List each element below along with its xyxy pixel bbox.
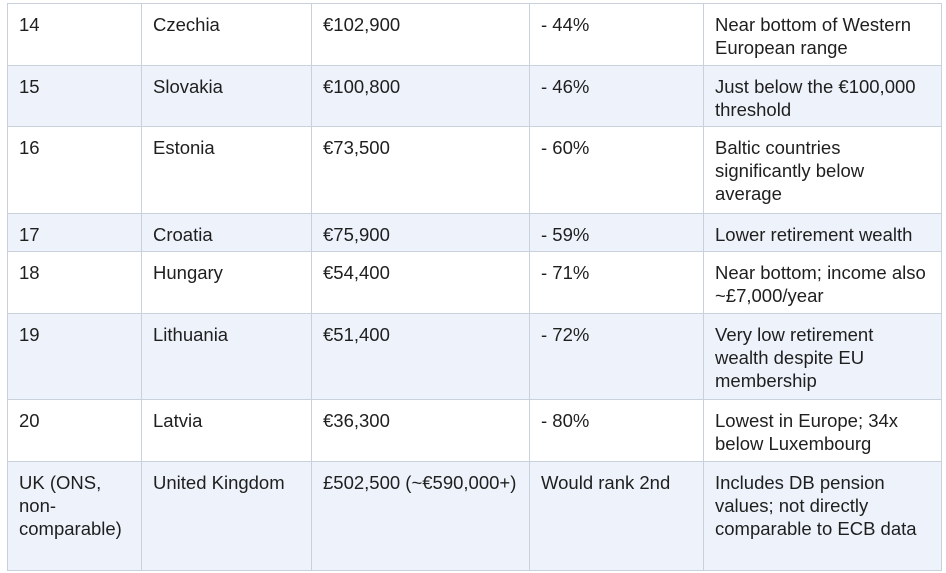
table-cell: UK (ONS, non-comparable) bbox=[7, 461, 142, 571]
table-cell: €73,500 bbox=[311, 126, 530, 214]
table-cell: Slovakia bbox=[141, 65, 312, 127]
table-cell: €102,900 bbox=[311, 3, 530, 66]
table-cell: €51,400 bbox=[311, 313, 530, 400]
table-cell: - 71% bbox=[529, 251, 704, 314]
table-cell: Lowest in Europe; 34x below Luxembourg bbox=[703, 399, 942, 462]
table-cell: Baltic countries significantly below ave… bbox=[703, 126, 942, 214]
table-cell: 20 bbox=[7, 399, 142, 462]
table-cell: - 59% bbox=[529, 213, 704, 252]
table-cell: - 72% bbox=[529, 313, 704, 400]
table-cell: €36,300 bbox=[311, 399, 530, 462]
table-cell: 14 bbox=[7, 3, 142, 66]
table-cell: 15 bbox=[7, 65, 142, 127]
table-cell: Near bottom of Western European range bbox=[703, 3, 942, 66]
table-row: 20 Latvia €36,300- 80% Lowest in Europe; 34… bbox=[7, 399, 942, 462]
table-cell: 17 bbox=[7, 213, 142, 252]
table-cell: - 44% bbox=[529, 3, 704, 66]
table-row: 14 Czechia €102,900- 44% Near bottom of Wes… bbox=[7, 3, 942, 66]
table-cell: Latvia bbox=[141, 399, 312, 462]
table-cell: 18 bbox=[7, 251, 142, 314]
data-table: 14 Czechia €102,900- 44% Near bottom of Wes… bbox=[7, 3, 942, 571]
table-cell: United Kingdom bbox=[141, 461, 312, 571]
table-cell: Would rank 2nd bbox=[529, 461, 704, 571]
table-row: 17 Croatia €75,900- 59% Lower retirement we… bbox=[7, 213, 942, 252]
table-cell: Estonia bbox=[141, 126, 312, 214]
table-cell: £502,500 (~€590,000+) bbox=[311, 461, 530, 571]
table-row: 19 Lithuania €51,400- 72% Very low retireme… bbox=[7, 313, 942, 400]
table-row: 15 Slovakia €100,800- 46% Just below the €1… bbox=[7, 65, 942, 127]
table-row: 16 Estonia €73,500- 60% Baltic countries si… bbox=[7, 126, 942, 214]
table-body: 14 Czechia €102,900- 44% Near bottom of Wes… bbox=[7, 3, 942, 571]
table-cell: Near bottom; income also ~£7,000/year bbox=[703, 251, 942, 314]
table-row: 18 Hungary €54,400- 71% Near bottom; income… bbox=[7, 251, 942, 314]
table-cell: Hungary bbox=[141, 251, 312, 314]
table-row: UK (ONS, non-comparable) United Kingdom £5… bbox=[7, 461, 942, 571]
table-cell: Includes DB pension values; not directly… bbox=[703, 461, 942, 571]
table-cell: 16 bbox=[7, 126, 142, 214]
table-cell: €54,400 bbox=[311, 251, 530, 314]
table-cell: Just below the €100,000 threshold bbox=[703, 65, 942, 127]
table-cell: - 46% bbox=[529, 65, 704, 127]
table-cell: - 60% bbox=[529, 126, 704, 214]
table-cell: 19 bbox=[7, 313, 142, 400]
table-cell: Very low retirement wealth despite EU me… bbox=[703, 313, 942, 400]
table-cell: - 80% bbox=[529, 399, 704, 462]
table-cell: €100,800 bbox=[311, 65, 530, 127]
table-cell: €75,900 bbox=[311, 213, 530, 252]
table-cell: Croatia bbox=[141, 213, 312, 252]
table-cell: Lower retirement wealth bbox=[703, 213, 942, 252]
table-cell: Lithuania bbox=[141, 313, 312, 400]
table-cell: Czechia bbox=[141, 3, 312, 66]
